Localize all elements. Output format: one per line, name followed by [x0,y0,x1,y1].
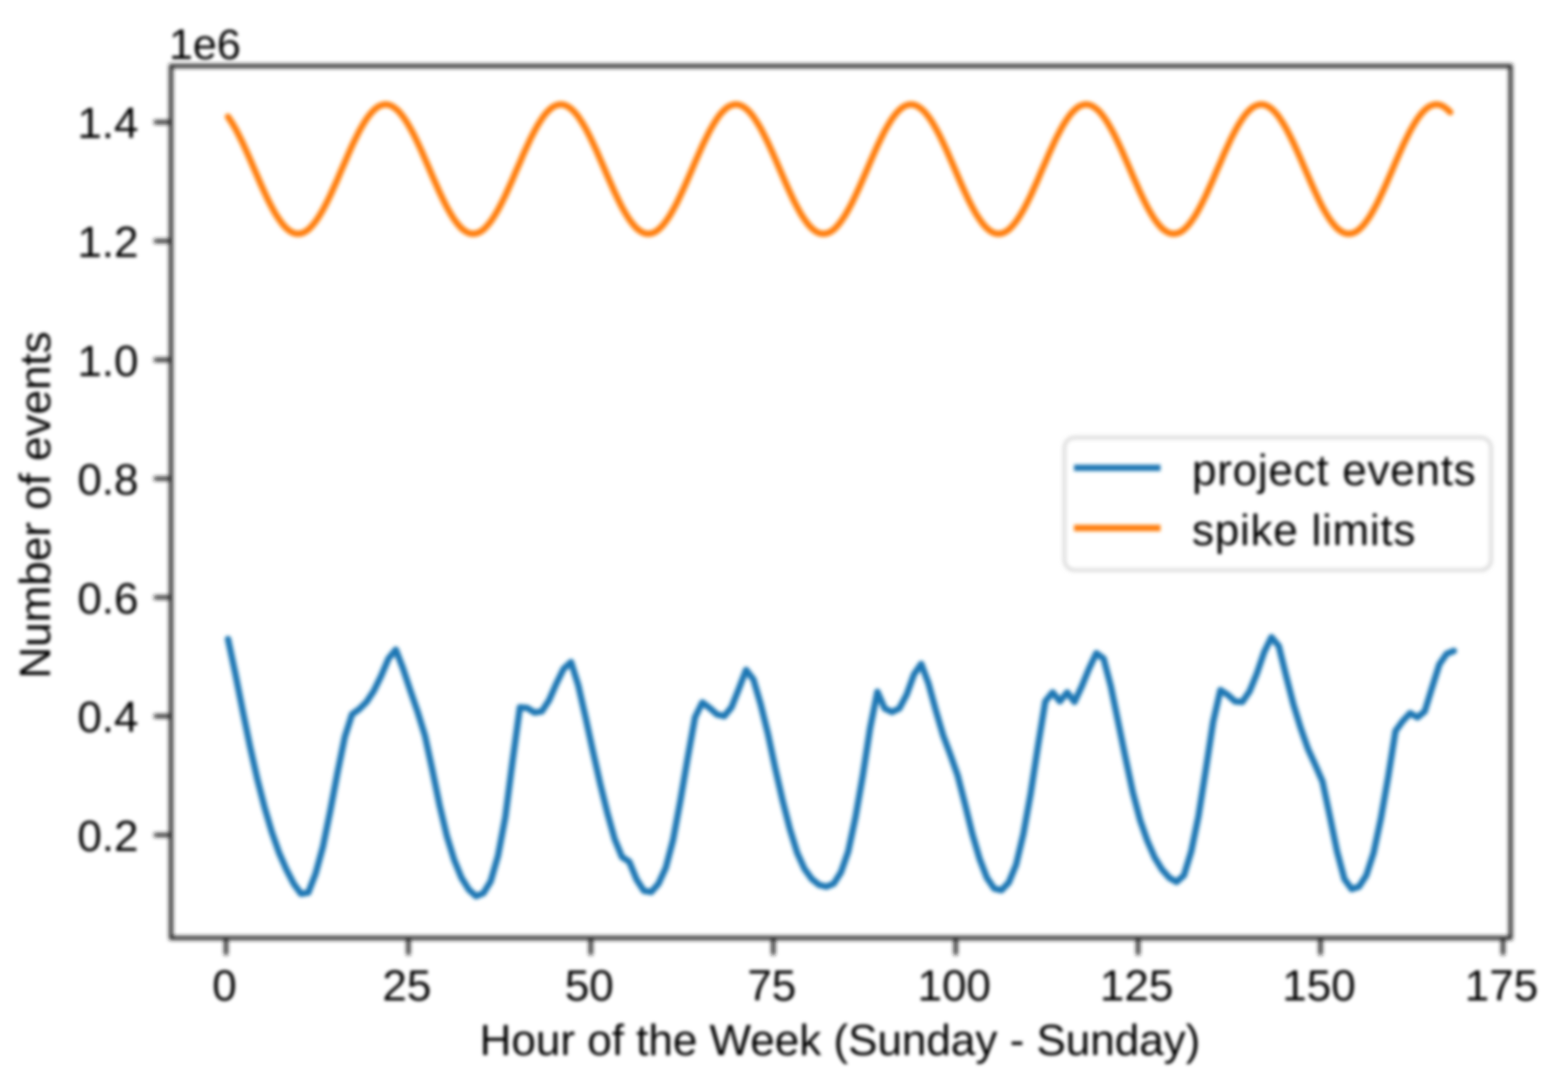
svg-text:0.2: 0.2 [77,812,138,861]
svg-text:0.8: 0.8 [77,456,138,505]
svg-text:1e6: 1e6 [169,21,241,69]
svg-text:Hour of the Week (Sunday - Sun: Hour of the Week (Sunday - Sunday) [480,1016,1201,1065]
svg-text:0.6: 0.6 [77,574,138,623]
svg-text:75: 75 [747,962,796,1011]
svg-text:1.0: 1.0 [77,337,138,386]
svg-text:175: 175 [1465,962,1538,1011]
svg-text:1.4: 1.4 [77,99,138,148]
svg-text:125: 125 [1100,962,1173,1011]
svg-text:Number of events: Number of events [11,331,60,678]
svg-text:1.2: 1.2 [77,218,138,267]
svg-text:project events: project events [1192,446,1476,495]
svg-text:100: 100 [917,962,990,1011]
svg-text:150: 150 [1282,962,1355,1011]
svg-text:0.4: 0.4 [77,693,138,742]
svg-text:spike limits: spike limits [1192,506,1416,555]
svg-text:50: 50 [565,962,614,1011]
svg-text:25: 25 [382,962,431,1011]
svg-text:0: 0 [212,962,236,1011]
